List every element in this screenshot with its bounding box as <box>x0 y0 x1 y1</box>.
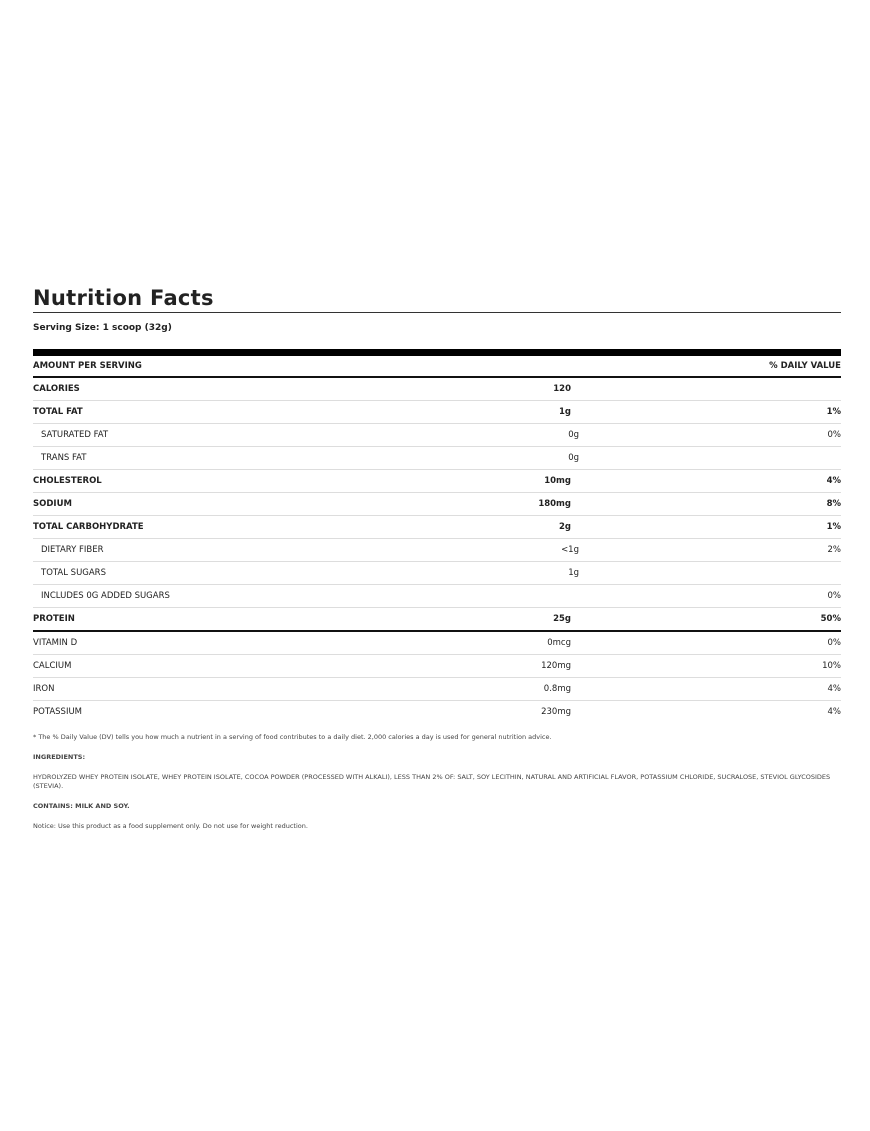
ingredients-label: INGREDIENTS: <box>33 753 86 761</box>
nutrient-row: SATURATED FAT 0g 0% <box>33 424 841 447</box>
nutrient-name: TOTAL FAT <box>33 407 83 417</box>
nutrient-row: CALCIUM 120mg 10% <box>33 655 841 678</box>
nutrient-daily-value: 4% <box>826 476 841 486</box>
notice: Notice: Use this product as a food suppl… <box>33 822 308 830</box>
nutrient-daily-value: 4% <box>827 684 842 694</box>
nutrient-daily-value: 0% <box>827 638 842 648</box>
nutrient-amount: 180mg <box>538 499 571 509</box>
nutrient-row: PROTEIN 25g 50% <box>33 608 841 632</box>
daily-value-header: % DAILY VALUE <box>769 361 841 371</box>
nutrient-row: INCLUDES 0G ADDED SUGARS 0% <box>33 585 841 608</box>
nutrient-name: INCLUDES 0G ADDED SUGARS <box>41 591 170 601</box>
nutrient-row: TOTAL CARBOHYDRATE 2g 1% <box>33 516 841 539</box>
nutrient-name: TOTAL SUGARS <box>41 568 106 578</box>
nutrient-amount: <1g <box>561 545 579 555</box>
nutrient-name: IRON <box>33 684 55 694</box>
nutrient-row: TOTAL SUGARS 1g <box>33 562 841 585</box>
nutrient-amount: 10mg <box>544 476 571 486</box>
nutrient-row: TRANS FAT 0g <box>33 447 841 470</box>
nutrient-amount: 0mcg <box>547 638 571 648</box>
nutrient-row: SODIUM 180mg 8% <box>33 493 841 516</box>
nutrient-daily-value: 0% <box>827 591 842 601</box>
nutrient-name: PROTEIN <box>33 614 75 624</box>
notes: * The % Daily Value (DV) tells you how m… <box>33 733 841 831</box>
serving-size: Serving Size: 1 scoop (32g) <box>33 323 172 333</box>
nutrient-daily-value: 1% <box>826 407 841 417</box>
nutrient-name: TOTAL CARBOHYDRATE <box>33 522 144 532</box>
allergens: CONTAINS: MILK AND SOY. <box>33 802 130 810</box>
nutrient-amount: 0g <box>568 430 579 440</box>
nutrient-name: CALCIUM <box>33 661 72 671</box>
nutrient-row: DIETARY FIBER <1g 2% <box>33 539 841 562</box>
nutrient-daily-value: 2% <box>827 545 842 555</box>
divider <box>33 312 841 313</box>
nutrient-name: SATURATED FAT <box>41 430 109 440</box>
nutrient-row: IRON 0.8mg 4% <box>33 678 841 701</box>
nutrient-name: CALORIES <box>33 384 80 394</box>
nutrient-name: DIETARY FIBER <box>41 545 104 555</box>
nutrient-daily-value: 0% <box>827 430 842 440</box>
nutrient-daily-value: 1% <box>826 522 841 532</box>
nutrient-row: POTASSIUM 230mg 4% <box>33 701 841 723</box>
nutrient-daily-value: 10% <box>822 661 841 671</box>
nutrient-amount: 0.8mg <box>543 684 571 694</box>
nutrient-amount: 1g <box>559 407 571 417</box>
nutrient-row: TOTAL FAT 1g 1% <box>33 401 841 424</box>
nutrient-name: POTASSIUM <box>33 707 83 717</box>
nutrient-amount: 120 <box>553 384 571 394</box>
nutrient-name: CHOLESTEROL <box>33 476 102 486</box>
ingredients-text: HYDROLYZED WHEY PROTEIN ISOLATE, WHEY PR… <box>33 773 831 790</box>
nutrient-daily-value: 50% <box>820 614 841 624</box>
table-header: AMOUNT PER SERVING % DAILY VALUE <box>33 356 841 378</box>
nutrient-row: VITAMIN D 0mcg 0% <box>33 632 841 655</box>
nutrient-row: CALORIES 120 <box>33 378 841 401</box>
nutrient-name: TRANS FAT <box>41 453 87 463</box>
dv-footnote: * The % Daily Value (DV) tells you how m… <box>33 733 552 741</box>
thick-divider <box>33 349 841 356</box>
nutrient-daily-value: 8% <box>826 499 841 509</box>
nutrient-amount: 25g <box>553 614 571 624</box>
nutrient-amount: 1g <box>568 568 579 578</box>
nutrient-amount: 230mg <box>541 707 571 717</box>
nutrient-row: CHOLESTEROL 10mg 4% <box>33 470 841 493</box>
nutrient-name: VITAMIN D <box>33 638 78 648</box>
title: Nutrition Facts <box>33 286 214 310</box>
nutrient-amount: 2g <box>559 522 571 532</box>
nutrient-amount: 120mg <box>541 661 571 671</box>
nutrient-name: SODIUM <box>33 499 72 509</box>
nutrient-amount: 0g <box>568 453 579 463</box>
nutrition-facts-panel: Nutrition Facts Serving Size: 1 scoop (3… <box>33 284 841 842</box>
amount-per-serving-header: AMOUNT PER SERVING <box>33 361 142 371</box>
nutrient-daily-value: 4% <box>827 707 842 717</box>
